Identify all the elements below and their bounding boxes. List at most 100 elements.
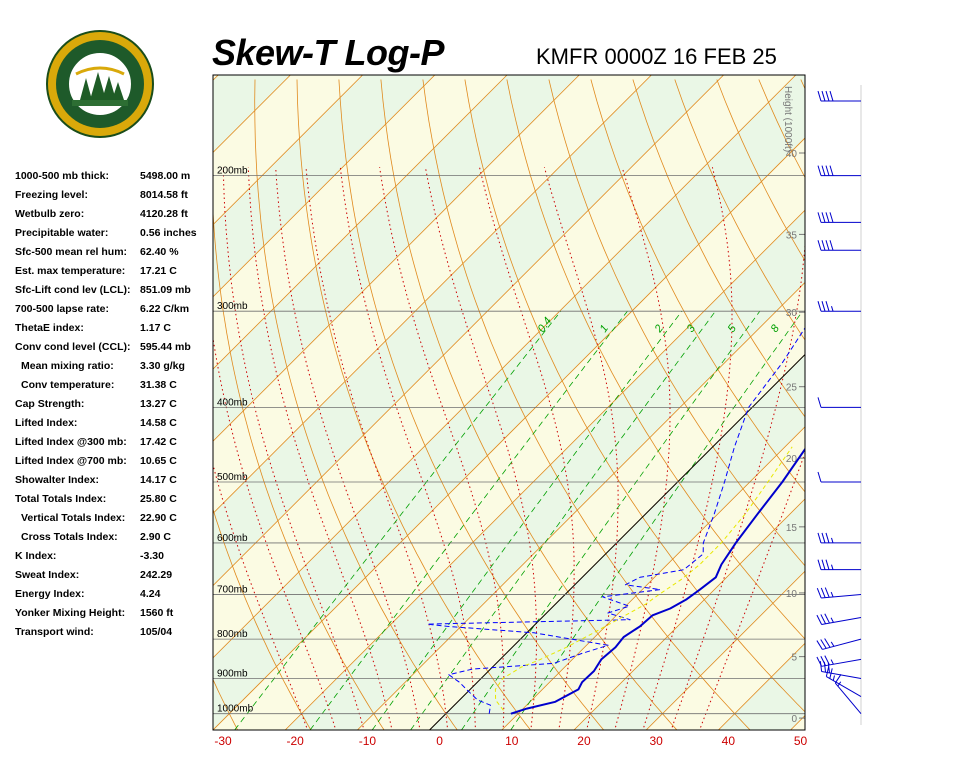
index-row: Conv cond level (CCL): 595.44 mb — [15, 339, 215, 358]
index-row: Energy Index: 4.24 — [15, 586, 215, 605]
isotherm-line — [213, 75, 797, 659]
index-row: K Index: -3.30 — [15, 548, 215, 567]
index-value: 595.44 mb — [140, 341, 191, 353]
pressure-label: 500mb — [217, 472, 248, 483]
index-row: Lifted Index @700 mb: 10.65 C — [15, 453, 215, 472]
isotherm-line — [213, 75, 652, 514]
moist-adiabat-line — [247, 167, 393, 730]
index-value: -3.30 — [140, 550, 164, 562]
index-label: Wetbulb zero: — [15, 208, 85, 220]
index-value: 0.56 inches — [140, 227, 197, 239]
moist-adiabat-line — [379, 167, 505, 730]
pressure-label: 300mb — [217, 301, 248, 312]
index-label: Lifted Index @700 mb: — [15, 455, 127, 467]
index-value: 22.90 C — [140, 512, 177, 524]
mixing-ratio-label: 1 — [598, 323, 611, 335]
index-label: Mean mixing ratio: — [21, 360, 114, 372]
index-row: Sfc-500 mean rel hum: 62.40 % — [15, 244, 215, 263]
sounding-indices-panel: 1000-500 mb thick: 5498.00 m Freezing leve… — [15, 168, 215, 643]
wind-barb — [816, 613, 862, 625]
temperature-tick-label: 20 — [577, 734, 591, 748]
isotherm-line — [213, 75, 580, 442]
dewpoint-trace — [426, 327, 805, 714]
oregon-forestry-logo — [46, 30, 154, 138]
index-row: 700-500 lapse rate: 6.22 C/km — [15, 301, 215, 320]
index-value: 17.42 C — [140, 436, 177, 448]
dry-adiabat-line — [70, 80, 165, 731]
index-row: Sweat Index: 242.29 — [15, 567, 215, 586]
index-row: Transport wind: 105/04 — [15, 624, 215, 643]
index-row: Precipitable water: 0.56 inches — [15, 225, 215, 244]
wind-barb — [816, 587, 862, 599]
isotherm-line — [213, 75, 724, 587]
wind-barb — [817, 90, 861, 102]
isotherm-line — [213, 75, 363, 226]
height-tick-label: 15 — [786, 523, 798, 534]
index-row: Conv temperature: 31.38 C — [15, 377, 215, 396]
isotherm-line — [357, 281, 805, 730]
pressure-label: 700mb — [217, 584, 248, 595]
index-label: Conv temperature: — [21, 379, 115, 391]
height-tick-label: 40 — [786, 149, 798, 160]
mixing-ratio-line — [410, 310, 716, 730]
height-axis-title: Height (1000ft) — [782, 86, 793, 152]
index-label: 700-500 lapse rate: — [15, 303, 109, 315]
isotherm-line — [213, 75, 219, 81]
index-row: Total Totals Index: 25.80 C — [15, 491, 215, 510]
temperature-tick-label: 50 — [794, 734, 808, 748]
height-tick-label: 30 — [786, 308, 798, 319]
mixing-ratio-line — [309, 310, 628, 730]
index-value: 1560 ft — [140, 607, 174, 619]
isotherm-line — [213, 75, 508, 370]
wind-barb — [817, 471, 861, 483]
index-label: Cap Strength: — [15, 398, 85, 410]
wind-barb — [817, 559, 861, 571]
index-label: Sfc-Lift cond lev (LCL): — [15, 284, 131, 296]
moist-adiabat-line — [305, 167, 449, 730]
index-label: Total Totals Index: — [15, 493, 107, 505]
pressure-label: 400mb — [217, 397, 248, 408]
index-label: Lifted Index: — [15, 417, 78, 429]
wind-barb — [816, 638, 862, 650]
temperature-tick-label: 0 — [436, 734, 443, 748]
isotherm-line — [501, 426, 805, 730]
index-value: 62.40 % — [140, 246, 179, 258]
pressure-label: 200mb — [217, 166, 248, 177]
isotherm-line — [863, 75, 960, 730]
index-row: Lifted Index: 14.58 C — [15, 415, 215, 434]
height-tick-label: 5 — [791, 653, 797, 664]
temperature-tick-label: 10 — [505, 734, 519, 748]
temperature-tick-label: -10 — [359, 734, 377, 748]
height-tick-label: 20 — [786, 454, 798, 465]
index-value: 4.24 — [140, 588, 161, 600]
sounding-series — [426, 327, 805, 715]
isotherm-line — [213, 75, 436, 298]
dry-adiabat-line — [843, 80, 960, 731]
temperature-tick-label: 30 — [649, 734, 663, 748]
index-label: ThetaE index: — [15, 322, 84, 334]
index-label: Est. max temperature: — [15, 265, 126, 277]
isotherm-line — [213, 137, 805, 730]
index-value: 242.29 — [140, 569, 173, 581]
height-tick-label: 25 — [786, 383, 798, 394]
index-label: Precipitable water: — [15, 227, 109, 239]
index-value: 851.09 mb — [140, 284, 191, 296]
wind-barb-column — [816, 85, 862, 725]
temperature-tick-label: -30 — [214, 734, 232, 748]
background-bands — [213, 75, 805, 730]
index-value: 14.17 C — [140, 474, 177, 486]
index-row: Mean mixing ratio: 3.30 g/kg — [15, 358, 215, 377]
temperature-tick-label: -20 — [287, 734, 305, 748]
wind-barb — [817, 397, 861, 408]
index-row: Showalter Index: 14.17 C — [15, 472, 215, 491]
index-label: Showalter Index: — [15, 474, 100, 486]
index-row: Cap Strength: 13.27 C — [15, 396, 215, 415]
index-row: 1000-500 mb thick: 5498.00 m — [15, 168, 215, 187]
index-label: 1000-500 mb thick: — [15, 170, 109, 182]
isotherm-line — [284, 209, 805, 730]
index-label: Lifted Index @300 mb: — [15, 436, 127, 448]
isotherm-line — [573, 498, 805, 730]
index-value: 17.21 C — [140, 265, 177, 277]
